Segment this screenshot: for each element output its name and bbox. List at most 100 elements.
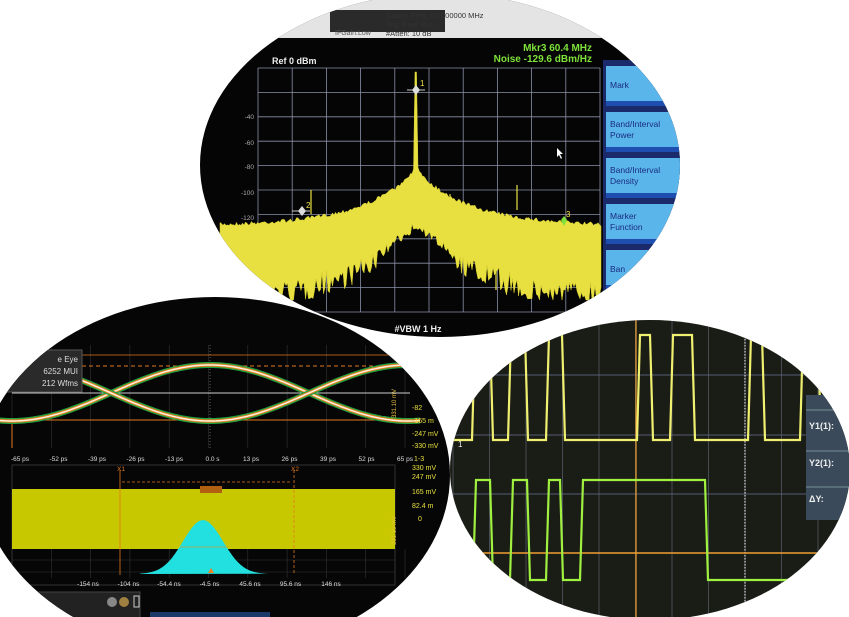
y2-label: Y2(1):: [809, 458, 834, 468]
marker-label: 1: [420, 79, 425, 88]
mouse-cursor-icon: [557, 148, 563, 159]
y-tick: -40: [245, 114, 255, 121]
channel-1-trace: [450, 333, 849, 442]
eye-diagram-panel: e Eye 6252 MUI 212 Wfms 331.10 mV -82 -1…: [0, 297, 450, 617]
trigger-marker-icon: [208, 568, 214, 573]
spectrum-spurs: [310, 185, 518, 290]
eye-info-line: 212 Wfms: [42, 379, 78, 388]
marker-diamond-icon: [298, 206, 306, 216]
softkey-label: Marker Function: [610, 211, 643, 232]
spectrum-y-axis: -40 -60 -80 -100 -120: [241, 114, 254, 222]
softkey-3[interactable]: Marker Function: [606, 204, 691, 244]
softkey-bar: [606, 239, 680, 244]
time-tick: -104 ns: [118, 581, 140, 588]
delta-y-label: ΔY:: [809, 494, 824, 504]
channel-2-trace: [450, 478, 849, 582]
eye-info-line: e Eye: [58, 355, 79, 364]
volt-tick: -247 mV: [412, 431, 439, 438]
marker-3[interactable]: 3: [561, 210, 571, 226]
volt-tick: 0: [418, 516, 422, 523]
atten-label: #Atten: 10 dB: [386, 29, 431, 38]
softkey-label: Ban: [610, 264, 625, 274]
softkey-label-line: Power: [610, 130, 634, 140]
softkey-label-line: Function: [610, 222, 643, 232]
time-tick: -26 ps: [126, 456, 145, 463]
eye-amplitude-label: 331.10 mV: [392, 389, 398, 418]
softkey-0[interactable]: Mark: [606, 66, 691, 106]
softkey-label-line: Marker: [610, 211, 639, 221]
time-tick: -39 ps: [88, 456, 107, 463]
histogram-volt-axis: 330 mV 247 mV 165 mV 82.4 m 0: [412, 465, 436, 523]
volt-tick: -165 m: [412, 418, 434, 425]
time-tick: 52 ps: [359, 456, 376, 463]
softkey-button: [606, 112, 680, 152]
volt-tick: 165 mV: [412, 489, 436, 496]
time-tick: -52 ps: [49, 456, 68, 463]
marker-2[interactable]: 2: [292, 201, 311, 216]
oscilloscope-panel: 1 Y1(1): Y2(1): ΔY:: [450, 320, 849, 617]
histogram-amplitude-label: 331.10 mV: [392, 516, 398, 545]
volt-tick: -330 mV: [412, 443, 439, 450]
y-tick: -120: [241, 215, 254, 222]
volt-tick: 82.4 m: [412, 503, 434, 510]
softkey-bar: [606, 193, 680, 198]
softkey-4[interactable]: Ban: [606, 250, 691, 290]
time-tick: 26 ps: [282, 456, 299, 463]
eye-info-box: e Eye 6252 MUI 212 Wfms: [0, 349, 83, 393]
if-gain-label: IFGain:Low: [335, 30, 372, 37]
ref-level: Ref 0 dBm: [272, 56, 317, 66]
time-tick: 146 ns: [321, 581, 341, 588]
softkey-1[interactable]: Band/Interval Power: [606, 112, 691, 152]
cursor-readout-panel: Y1(1): Y2(1): ΔY:: [806, 395, 849, 520]
softkey-label-line: Density: [610, 176, 639, 186]
softkey-label-line: Band/Interval: [610, 119, 662, 129]
softkey-bar: [606, 147, 680, 152]
marker-readout: Mkr3 60.4 MHz: [523, 43, 592, 54]
vbw-label: #VBW 1 Hz: [394, 324, 442, 334]
softkey-label: Band/Interval Power: [610, 119, 662, 140]
header-dark-box: [330, 10, 445, 32]
y1-label: Y1(1):: [809, 421, 834, 431]
eye-curve-core: [0, 364, 421, 422]
marker-1[interactable]: 1: [407, 79, 425, 95]
y-tick: -60: [245, 140, 255, 147]
spectrum-analyzer-panel: IFGain:Low Carrier Freq: 60.000000 MHz T…: [200, 0, 691, 337]
toolbar-button-icon[interactable]: [107, 597, 117, 607]
time-tick: -54.4 ns: [157, 581, 181, 588]
eye-time-axis: -65 ps -52 ps -39 ps -26 ps -13 ps 0.0 s 13 ps…: [11, 456, 414, 463]
marker-diamond-icon: [561, 216, 567, 226]
time-tick: -4.5 ns: [200, 581, 221, 588]
toolbar-button-icon[interactable]: [119, 597, 129, 607]
scope-background: [450, 320, 849, 617]
carrier-freq-label: Carrier Freq: 60.000000 MHz: [386, 11, 484, 20]
cursor-x1-label: X1: [117, 466, 125, 473]
softkey-label-line: Band/Interval: [610, 165, 662, 175]
marker-label: 3: [566, 210, 571, 219]
eye-volt-axis: -82 -165 m -247 mV -330 mV 1-3: [412, 405, 439, 463]
toolbar-button-icon[interactable]: [133, 595, 140, 608]
softkey-button: [606, 158, 680, 198]
softkey-label: Band/Interval Density: [610, 165, 662, 186]
time-tick: 95.6 ns: [280, 581, 302, 588]
spectrum-trace: [219, 71, 602, 301]
marker-label: 2: [306, 201, 311, 210]
volt-tick: -82: [412, 405, 422, 412]
marker-diamond-icon: [412, 85, 420, 95]
histogram-time-axis: -154 ns -104 ns -54.4 ns -4.5 ns 45.6 ns 95.6…: [77, 581, 341, 588]
noise-readout: Noise -129.6 dBm/Hz: [494, 54, 592, 65]
time-tick: -154 ns: [77, 581, 99, 588]
volt-tick: 247 mV: [412, 474, 436, 481]
softkey-2[interactable]: Band/Interval Density: [606, 158, 691, 198]
eye-info-line: 6252 MUI: [43, 367, 78, 376]
scope-tint: [450, 320, 849, 617]
time-tick: -65 ps: [11, 456, 30, 463]
cursor-x2-label: X2: [291, 466, 299, 473]
softkey-bar: [606, 285, 680, 290]
toolbar-strip: [150, 612, 270, 617]
time-tick: 65 ps: [397, 456, 414, 463]
toolbar-background: [0, 591, 141, 617]
time-tick: 13 ps: [243, 456, 260, 463]
